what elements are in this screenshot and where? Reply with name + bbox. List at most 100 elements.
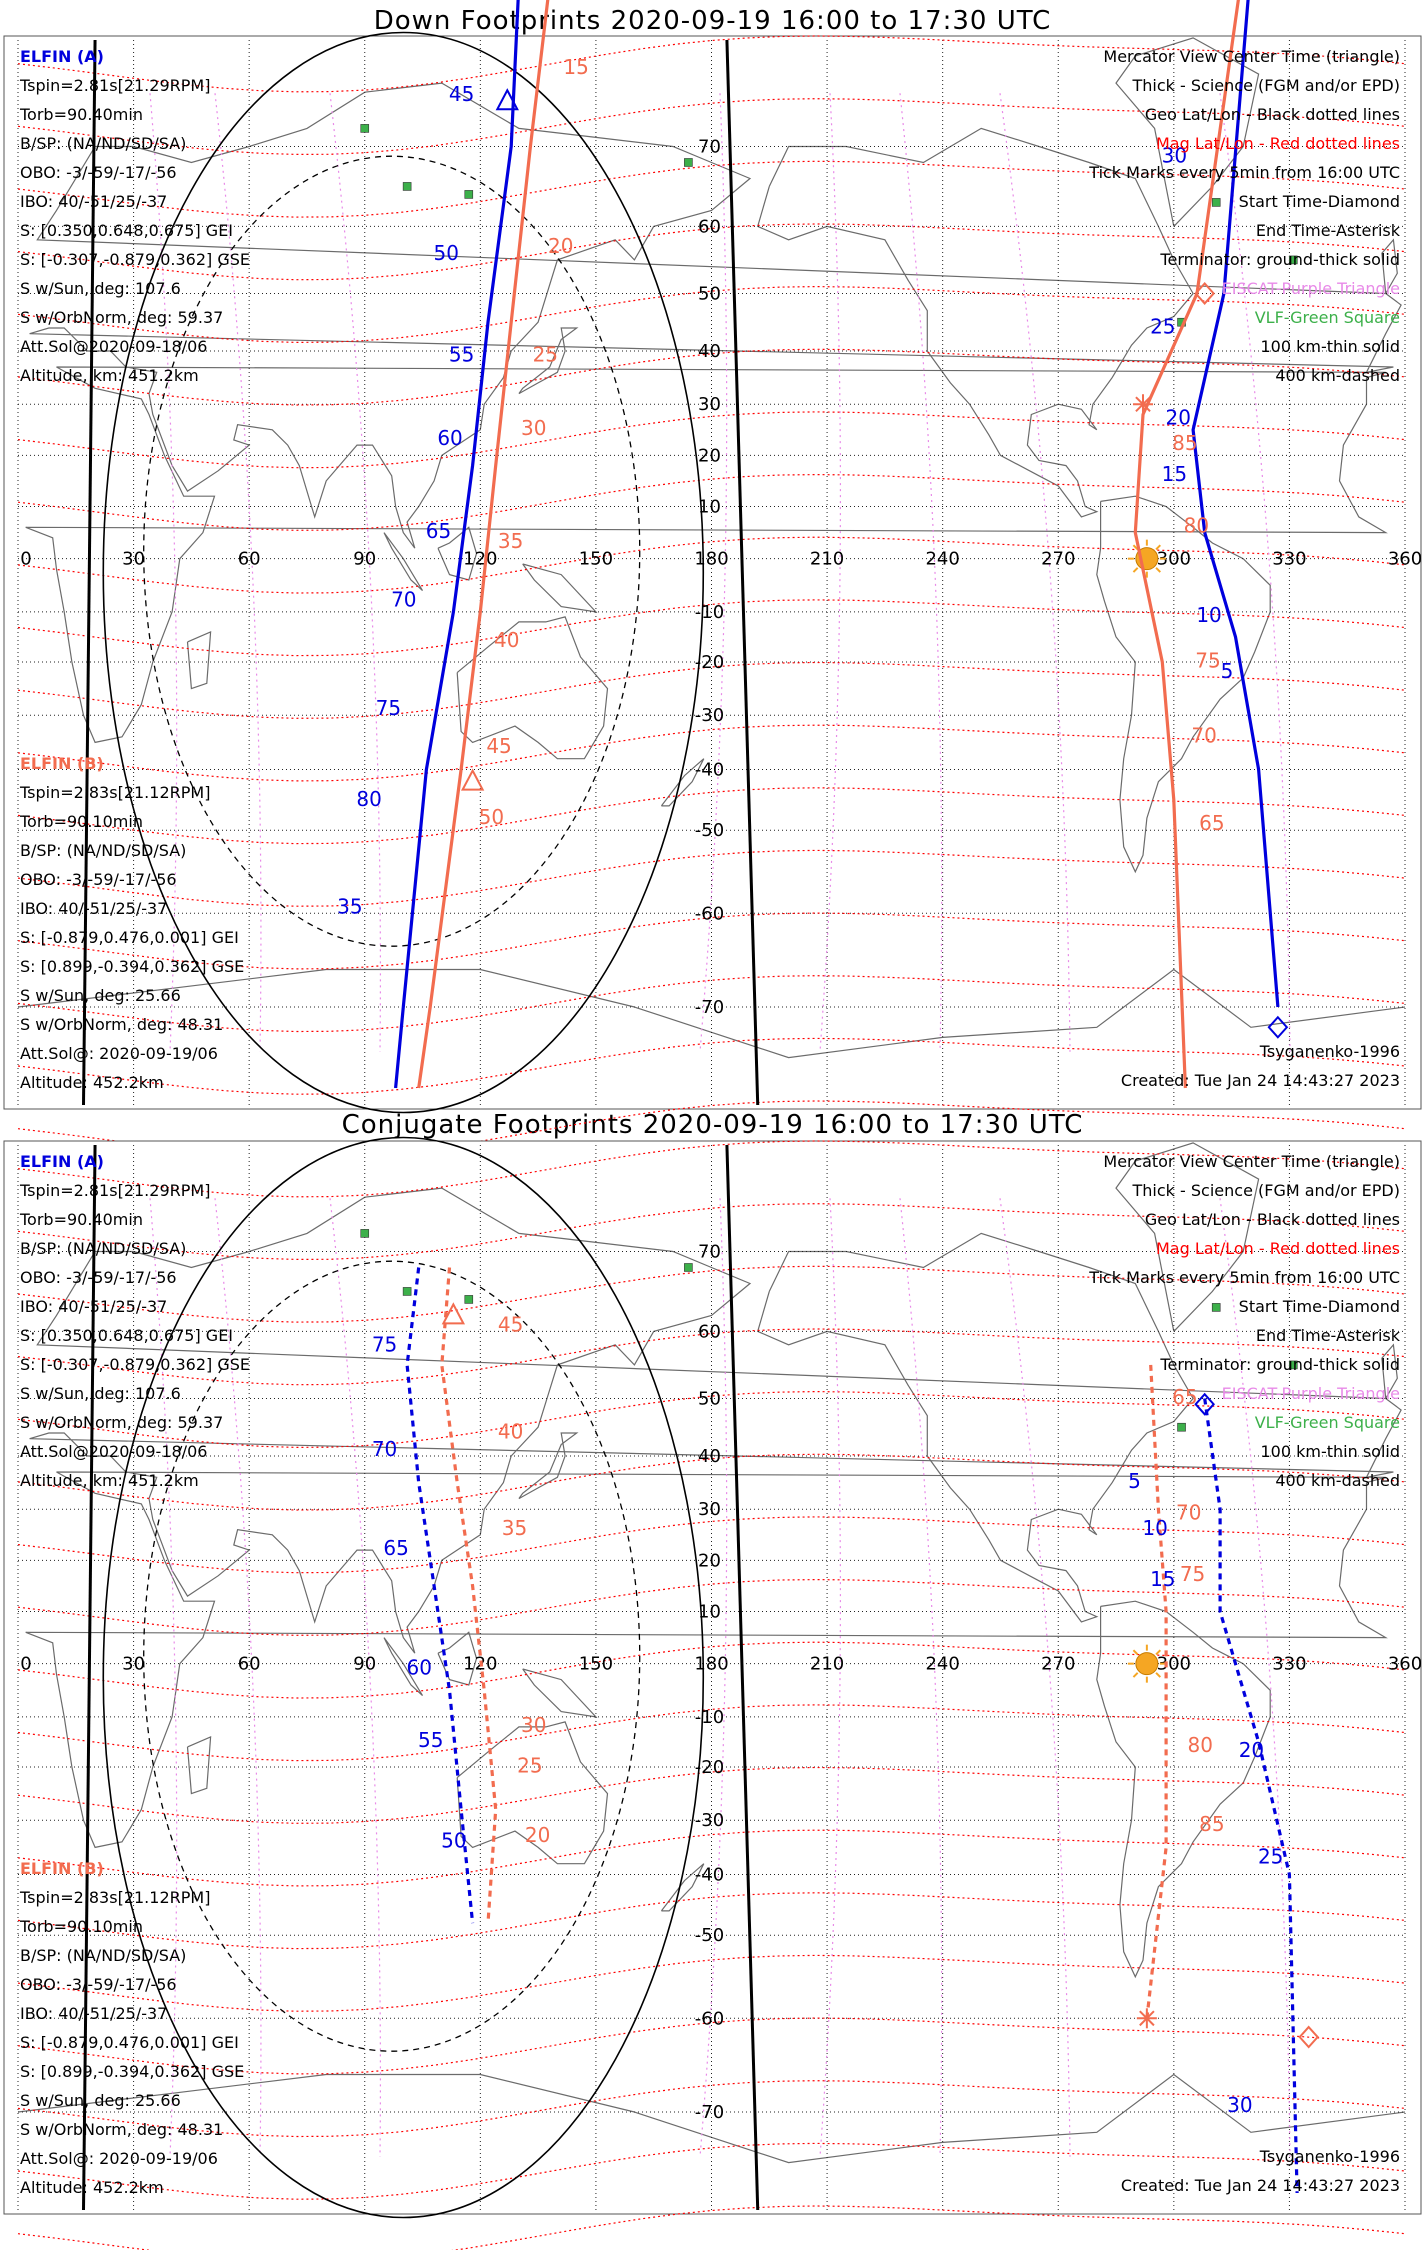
legend-entry: Thick - Science (FGM and/or EPD) [1132,1181,1400,1200]
probe-b-info-line: B/SP: (NA/ND/SD/SA) [20,841,186,860]
probe-b-info-line: S: [-0.879,0.476,0.001] GEI [20,2033,239,2052]
mag-parallel [17,1641,1406,1699]
mag-meridian [1219,93,1291,1052]
mag-parallel [17,1704,1406,1762]
legend-entry: Start Time-Diamond [1239,1297,1400,1316]
coastline [1381,238,1398,294]
probe-a-info-line: S w/OrbNorm, deg: 59.37 [20,1413,223,1432]
created-timestamp: Created: Tue Jan 24 14:43:27 2023 [1121,1071,1400,1090]
mag-parallel [17,724,1406,782]
lon-label: 30 [122,1654,145,1675]
lon-label: 60 [238,549,261,570]
probe-b-info-line: S w/Sun, deg: 25.66 [20,986,181,1005]
lon-label: 120 [463,549,497,570]
mag-parallel [17,1390,1406,1449]
lat-label: 50 [698,1388,721,1409]
end-time-asterisk [1135,396,1151,413]
coastline [1381,1343,1398,1399]
mag-parallel [17,1100,1406,1158]
lon-label: 240 [925,549,959,570]
probe-b-tick-label: 80 [1184,514,1209,538]
probe-a-info-line: IBO: 40/-51/25/-37 [20,192,167,211]
probe-b-tick-label: 65 [1172,1385,1197,1409]
probe-a-info-line: Tspin=2.81s[21.29RPM] [19,1181,210,1200]
probe-b-name: ELFIN (B) [20,1859,104,1878]
mag-parallel [17,160,1406,218]
terminator-line [81,39,97,1106]
lon-label: 300 [1157,1654,1191,1675]
mag-parallel [17,1516,1406,1574]
coastline [522,1668,598,1718]
probe-b-tick-label: 70 [1191,723,1216,747]
probe-a-info-line: S w/Sun, deg: 107.6 [20,279,181,298]
probe-b-info-line: Altitude: 452.2km [20,1073,164,1092]
mag-parallel [17,1453,1406,1511]
mag-parallel [17,1954,1406,2012]
mag-parallel [17,1265,1406,1323]
probe-b-tick-label: 70 [1176,1500,1201,1524]
probe-b-info-line: Att.Sol@: 2020-09-19/06 [20,1044,218,1063]
terminator-line [725,1144,760,2211]
map-panel-0: 0 30 60 90 120 150 180 210 240 270 300 330 360 70 60 50… [3,0,1422,1158]
probe-a-info-line: S: [0.350,0.648,0.675] GEI [20,1326,233,1345]
probe-b-tick-label: 45 [498,1312,523,1336]
probe-a-info-line: OBO: -3/-59/-17/-56 [20,1268,177,1287]
lat-label: -10 [695,1707,724,1728]
lon-label: 0 [20,549,31,570]
lon-label: 180 [694,549,728,570]
coastline [17,2073,1406,2164]
mag-parallel [17,975,1406,1033]
coastline [437,1631,478,1686]
start-time-diamond [1194,1392,1216,1416]
mag-meridian [214,1198,262,2157]
legend-entry: VLF-Green Square [1255,1413,1400,1432]
coastline [383,532,424,592]
probe-a-info-line: Altitude, km: 451.2km [20,366,199,385]
probe-b-tick-label: 35 [502,1516,527,1540]
lon-label: 360 [1388,1654,1422,1675]
probe-a-track [394,0,520,1089]
lon-label: 270 [1041,1654,1075,1675]
mag-meridian [329,1198,382,2157]
map-frame [3,35,1422,1110]
lat-label: -20 [695,652,724,673]
lat-label: -60 [695,2008,724,2029]
map-panel-1: 0 30 60 90 120 150 180 210 240 270 300 330 360706050… [3,1136,1422,2250]
probe-a-tick-label: 5 [1221,659,1234,683]
mag-parallel [17,2080,1406,2138]
probe-a-track [1203,1398,1299,2194]
probe-b-name: ELFIN (B) [20,754,104,773]
lon-label: 270 [1041,549,1075,570]
coastline [456,616,609,760]
lon-label: 210 [810,549,844,570]
created-timestamp: Created: Tue Jan 24 14:43:27 2023 [1121,2176,1400,2195]
probe-b-info-line: Att.Sol@: 2020-09-19/06 [20,2149,218,2168]
footprint-oval-400km [143,155,641,947]
sun-ray [1132,544,1139,551]
lat-label: -30 [695,705,724,726]
legend-entry: 100 km-thin solid [1260,337,1400,356]
sun-ray [1132,1649,1139,1656]
probe-a-info-line: S: [-0.307,-0.879,0.362] GSE [20,1355,250,1374]
coastline [186,1735,212,1795]
probe-a-info-line: Torb=90.40min [19,1210,143,1229]
probe-b-info-line: Tspin=2.83s[21.12RPM] [19,1888,210,1907]
probe-a-tick-label: 10 [1142,1516,1167,1540]
probe-b-tick-label: 30 [521,1713,546,1737]
terminator-line [725,39,760,1106]
probe-a-tick-label: 50 [433,241,458,265]
probe-b-tick-label: 45 [486,734,511,758]
legend-entry: VLF-Green Square [1255,308,1400,327]
lat-label: 70 [698,137,721,158]
probe-b-tick-label: 25 [517,1753,542,1777]
vlf-station-marker [684,1263,693,1272]
probe-a-tick-label: 25 [1258,1845,1283,1869]
probe-b-tick-label: 75 [1195,648,1220,672]
mag-parallel [17,223,1406,281]
probe-b-tick-label: 40 [498,1420,523,1444]
lat-label: 30 [698,1499,721,1520]
probe-a-tick-label: 30 [1227,2093,1252,2117]
legend-entry: Start Time-Diamond [1239,192,1400,211]
probe-b-tick-label: 25 [533,343,558,367]
probe-a-info-line: B/SP: (NA/ND/SD/SA) [20,134,186,153]
